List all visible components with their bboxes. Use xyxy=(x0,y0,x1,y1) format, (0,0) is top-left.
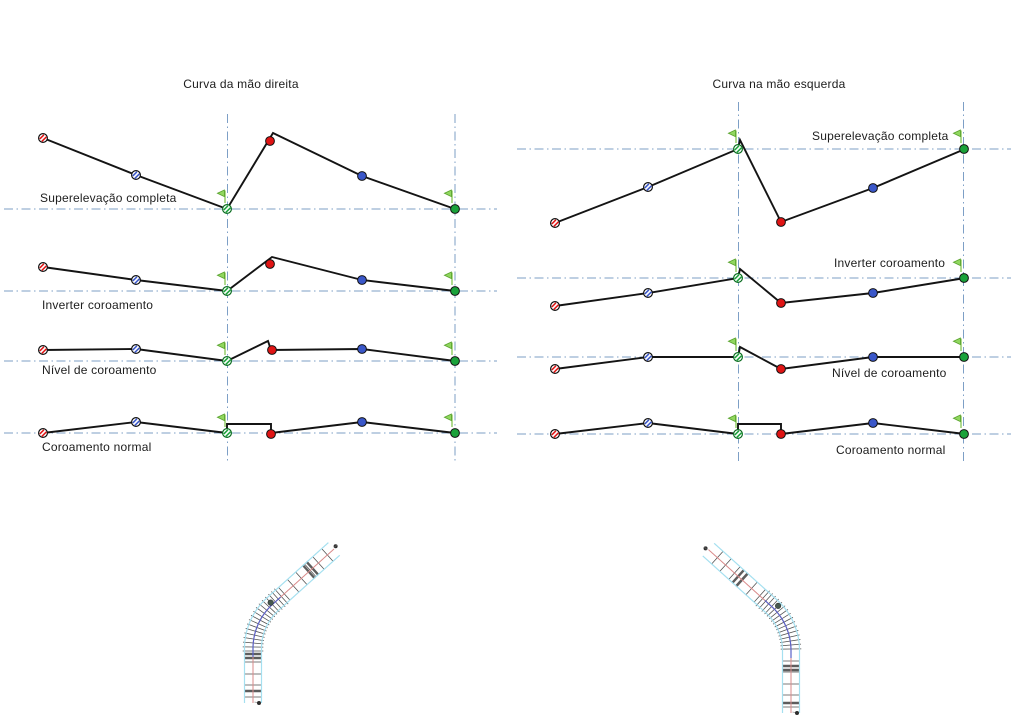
row-label-level-crown: Nível de coroamento xyxy=(42,363,157,377)
flag-icon xyxy=(443,271,453,285)
marker-blue-hatched xyxy=(131,344,142,355)
road-edge-line xyxy=(713,542,801,713)
marker-blue-hatched xyxy=(642,352,653,363)
flag-icon xyxy=(216,413,226,427)
marker-blue-hatched xyxy=(642,288,653,299)
row-label-full-superelevation: Superelevação completa xyxy=(40,191,177,205)
marker-red-filled xyxy=(265,136,275,146)
row-label-level-crown: Nível de coroamento xyxy=(832,366,947,380)
flag-icon xyxy=(727,258,737,272)
superelevation-profile-line xyxy=(42,255,456,292)
marker-green-hatched xyxy=(732,144,743,155)
flag-icon xyxy=(952,414,962,428)
marker-red-hatched xyxy=(37,345,48,356)
marker-green-hatched xyxy=(222,204,233,215)
marker-red-filled xyxy=(266,429,276,439)
superelevation-profile-line xyxy=(42,421,456,435)
superelevation-profile-line xyxy=(554,422,966,436)
road-transition-line xyxy=(764,600,792,658)
panel-title-left-hand-curve: Curva na mão esquerda xyxy=(712,77,846,91)
marker-blue-filled xyxy=(868,288,878,298)
marker-green-hatched xyxy=(732,429,743,440)
marker-blue-filled xyxy=(868,418,878,428)
road-edge-line xyxy=(260,554,341,703)
marker-red-filled xyxy=(776,364,786,374)
flag-icon xyxy=(727,414,737,428)
marker-green-filled xyxy=(959,144,969,154)
row-label-reverse-crown: Inverter coroamento xyxy=(834,256,946,270)
flag-icon xyxy=(216,271,226,285)
panel-left-hand-curve xyxy=(517,102,1011,463)
marker-blue-filled xyxy=(357,275,367,285)
marker-red-hatched xyxy=(549,429,560,440)
flag-icon xyxy=(952,129,962,143)
marker-blue-hatched xyxy=(642,418,653,429)
marker-green-filled xyxy=(450,286,460,296)
road-plan-left xyxy=(242,542,341,705)
marker-red-filled xyxy=(267,345,277,355)
marker-red-hatched xyxy=(549,301,560,312)
marker-green-hatched xyxy=(222,356,233,367)
road-edge-line xyxy=(243,542,329,703)
road-curve-point-marker xyxy=(775,602,782,609)
marker-red-hatched xyxy=(37,133,48,144)
marker-green-hatched xyxy=(732,352,743,363)
marker-blue-hatched xyxy=(131,417,142,428)
superelevation-profile-line xyxy=(554,267,966,307)
marker-green-hatched xyxy=(222,286,233,297)
marker-green-hatched xyxy=(732,273,743,284)
flag-icon xyxy=(443,189,453,203)
marker-blue-hatched xyxy=(131,170,142,181)
marker-blue-hatched xyxy=(131,275,142,286)
marker-red-hatched xyxy=(549,364,560,375)
road-end-leader xyxy=(703,546,708,551)
marker-green-filled xyxy=(450,204,460,214)
superelevation-profile-line xyxy=(42,339,456,362)
marker-red-filled xyxy=(776,298,786,308)
flag-icon xyxy=(443,341,453,355)
road-plan-right xyxy=(702,542,802,715)
marker-red-filled xyxy=(776,217,786,227)
flag-icon xyxy=(952,337,962,351)
marker-green-filled xyxy=(450,356,460,366)
row-label-reverse-crown: Inverter coroamento xyxy=(42,298,154,312)
road-end-station-marker xyxy=(257,701,261,705)
marker-blue-filled xyxy=(357,344,367,354)
road-end-leader xyxy=(333,544,338,548)
road-edge-line xyxy=(702,555,784,713)
marker-blue-filled xyxy=(868,352,878,362)
row-label-full-superelevation: Superelevação completa xyxy=(812,129,949,143)
marker-green-filled xyxy=(959,352,969,362)
flag-icon xyxy=(727,337,737,351)
flag-icon xyxy=(216,341,226,355)
marker-red-filled xyxy=(265,259,275,269)
flag-icon xyxy=(952,258,962,272)
row-label-normal-crown: Coroamento normal xyxy=(836,443,946,457)
marker-red-hatched xyxy=(549,218,560,229)
marker-blue-filled xyxy=(357,417,367,427)
marker-green-hatched xyxy=(222,428,233,439)
flag-icon xyxy=(443,413,453,427)
marker-red-hatched xyxy=(37,428,48,439)
marker-blue-filled xyxy=(868,183,878,193)
row-label-normal-crown: Coroamento normal xyxy=(42,440,152,454)
flag-icon xyxy=(216,189,226,203)
panel-right-hand-curve xyxy=(4,114,497,463)
marker-green-filled xyxy=(450,428,460,438)
marker-green-filled xyxy=(959,429,969,439)
road-curve-point-marker xyxy=(267,599,274,606)
superelevation-profile-line xyxy=(554,137,966,224)
road-end-station-marker xyxy=(795,711,799,715)
superelevation-profile-line xyxy=(42,131,456,211)
marker-red-hatched xyxy=(37,262,48,273)
marker-blue-filled xyxy=(357,171,367,181)
flag-icon xyxy=(727,129,737,143)
marker-green-filled xyxy=(959,273,969,283)
marker-red-filled xyxy=(776,429,786,439)
panel-title-right-hand-curve: Curva da mão direita xyxy=(183,77,299,91)
marker-blue-hatched xyxy=(642,182,653,193)
